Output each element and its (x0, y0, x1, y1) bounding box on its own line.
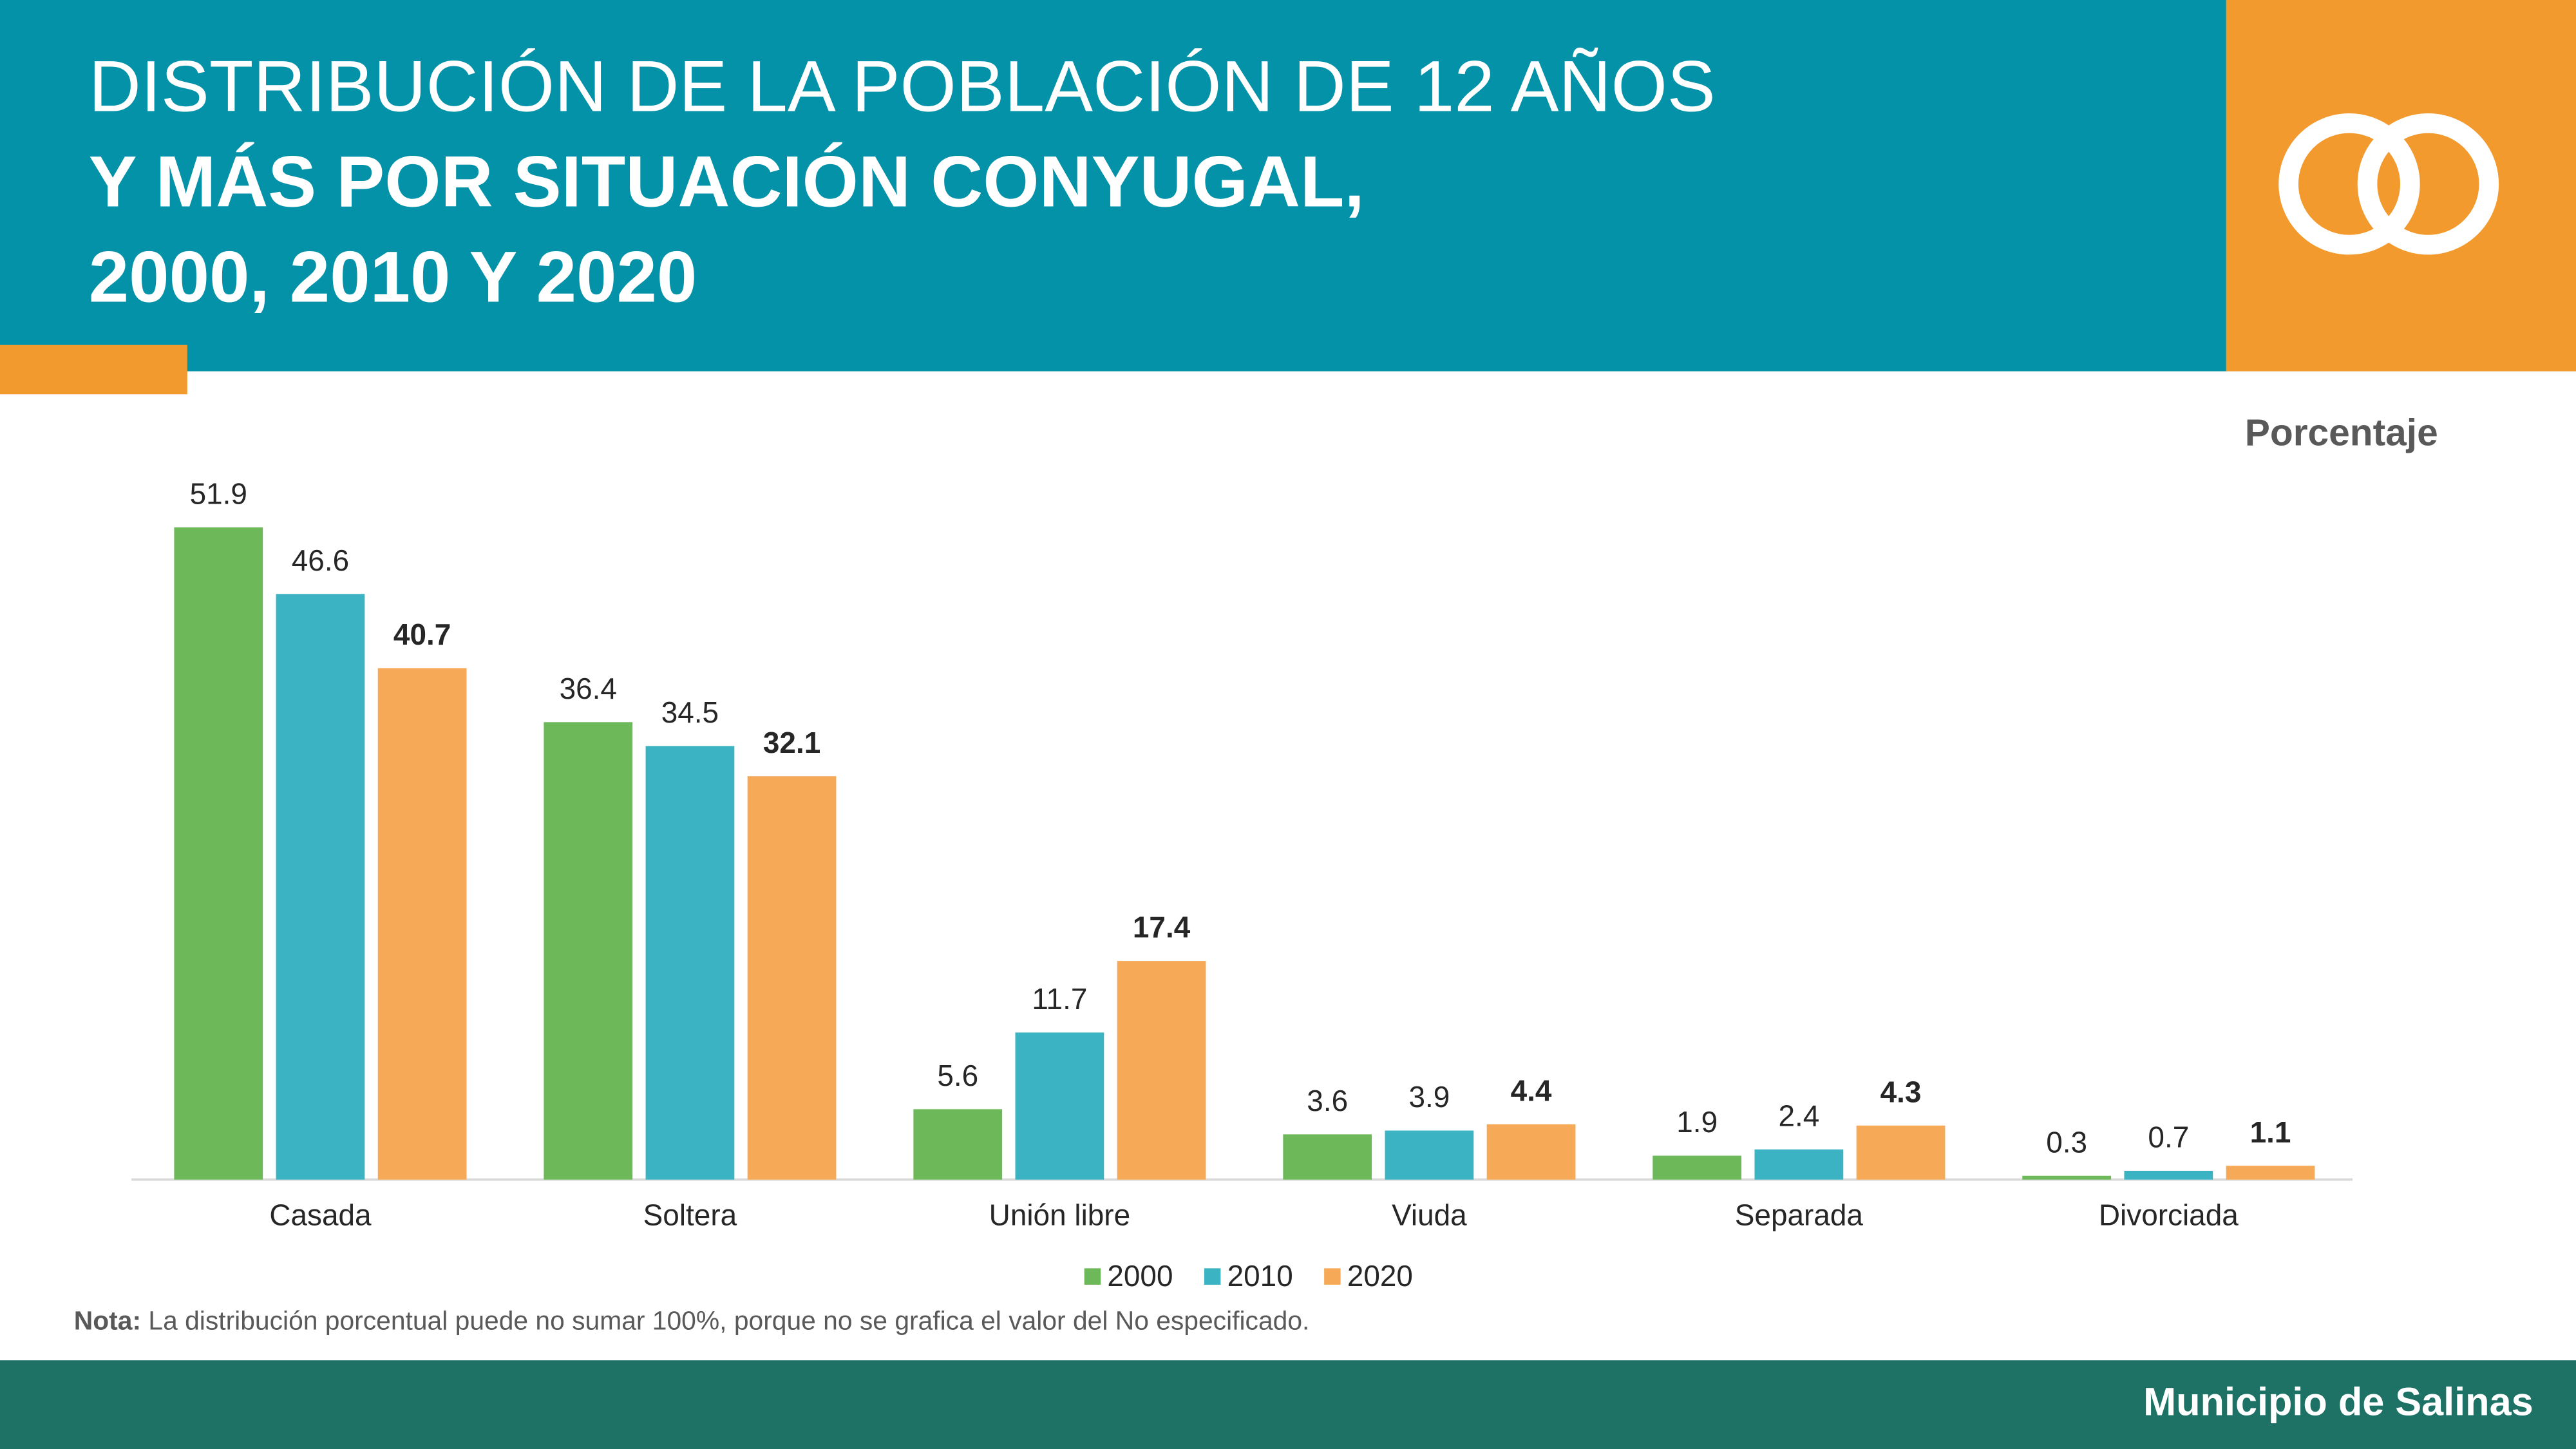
bar (913, 1109, 1003, 1180)
data-label: 4.3 (1880, 1075, 1922, 1108)
bar (174, 527, 263, 1180)
data-label: 4.4 (1511, 1074, 1552, 1107)
note-label: Nota: (74, 1305, 141, 1335)
footer: Municipio de Salinas (2143, 1379, 2533, 1423)
footer-band (0, 1360, 2576, 1449)
data-label: 5.6 (937, 1059, 978, 1092)
x-tick-label: Unión libre (989, 1198, 1130, 1231)
data-label: 34.5 (661, 696, 719, 729)
title-line: Y MÁS POR SITUACIÓN CONYUGAL, (89, 140, 1365, 222)
bar (747, 776, 837, 1180)
bar (1754, 1149, 1844, 1180)
legend-label: 2020 (1347, 1259, 1413, 1293)
bar (377, 668, 467, 1180)
x-tick-label: Viuda (1392, 1198, 1467, 1231)
rings-icon (2278, 113, 2499, 255)
bar (1486, 1124, 1576, 1180)
title-line: DISTRIBUCIÓN DE LA POBLACIÓN DE 12 AÑOS (89, 46, 1716, 127)
bar (2226, 1166, 2315, 1180)
x-tick-label: Separada (1735, 1198, 1864, 1231)
bar (276, 594, 365, 1180)
bar (544, 722, 633, 1180)
data-label: 1.1 (2250, 1115, 2291, 1149)
header-band (0, 0, 2576, 372)
data-label: 3.6 (1307, 1084, 1348, 1117)
legend-swatch (1324, 1268, 1341, 1285)
data-label: 0.7 (2148, 1121, 2189, 1154)
data-label: 51.9 (190, 477, 247, 511)
bar (1653, 1155, 1742, 1180)
bar (2124, 1170, 2213, 1180)
x-tick-label: Casada (269, 1198, 372, 1231)
legend-swatch (1204, 1268, 1221, 1285)
legend-swatch (1084, 1268, 1101, 1285)
legend-label: 2000 (1107, 1259, 1173, 1293)
bar (1283, 1134, 1372, 1180)
data-label: 2.4 (1778, 1099, 1819, 1132)
data-label: 17.4 (1133, 911, 1191, 944)
x-tick-label: Divorciada (2099, 1198, 2239, 1231)
header-accent (0, 345, 187, 395)
bar (2022, 1175, 2112, 1180)
data-label: 1.9 (1676, 1105, 1718, 1139)
data-label: 11.7 (1032, 982, 1087, 1016)
legend-label: 2010 (1227, 1259, 1293, 1293)
data-label: 32.1 (763, 726, 820, 759)
note: Nota: La distribución porcentual puede n… (74, 1305, 1310, 1335)
title-line: 2000, 2010 Y 2020 (89, 236, 697, 317)
data-label: 46.6 (292, 544, 349, 577)
note-text: La distribución porcentual puede no suma… (148, 1305, 1309, 1335)
data-label: 3.9 (1408, 1080, 1450, 1113)
x-tick-label: Soltera (643, 1198, 737, 1231)
data-label: 0.3 (2046, 1125, 2087, 1159)
bar (1117, 961, 1206, 1180)
bar (1385, 1130, 1474, 1180)
data-label: 36.4 (560, 672, 617, 705)
bar (1856, 1125, 1946, 1180)
bar (645, 746, 735, 1180)
bar (1015, 1032, 1104, 1180)
unit-label: Porcentaje (2245, 412, 2438, 454)
data-label: 40.7 (393, 618, 451, 651)
